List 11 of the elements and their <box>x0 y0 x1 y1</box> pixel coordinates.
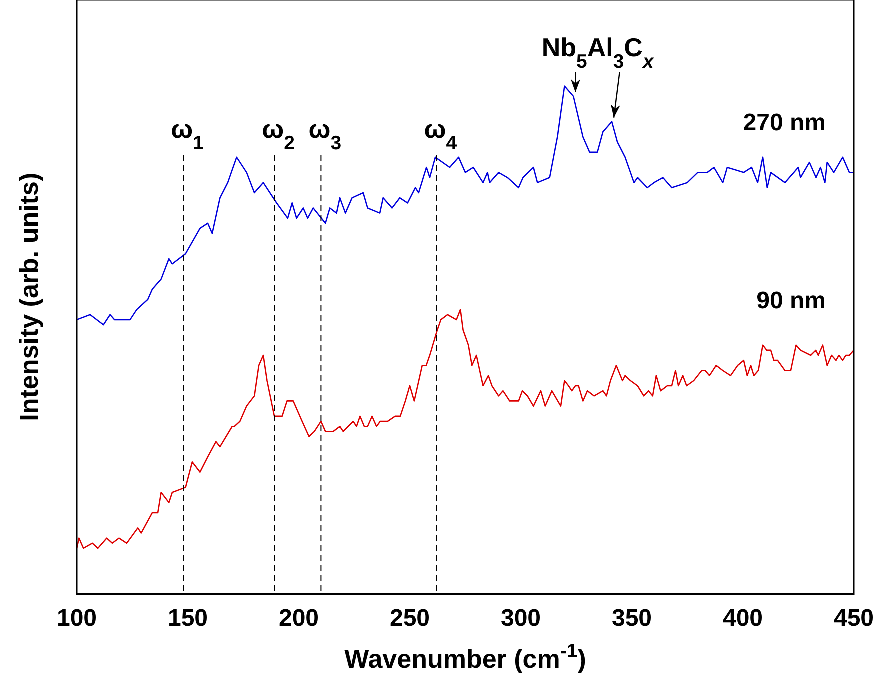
series-label: 270 nm <box>743 110 826 137</box>
x-tick-label: 250 <box>390 605 430 632</box>
x-tick-label: 300 <box>500 605 542 632</box>
x-tick-label: 400 <box>722 605 764 632</box>
series-label: 90 nm <box>756 287 826 314</box>
x-tick-label: 450 <box>834 605 874 632</box>
x-tick-label: 100 <box>56 605 98 632</box>
y-axis-title: Intensity (arb. units) <box>14 172 44 422</box>
x-tick-label: 150 <box>168 605 208 632</box>
x-tick-label: 200 <box>278 605 320 632</box>
x-tick-label: 350 <box>612 605 652 632</box>
